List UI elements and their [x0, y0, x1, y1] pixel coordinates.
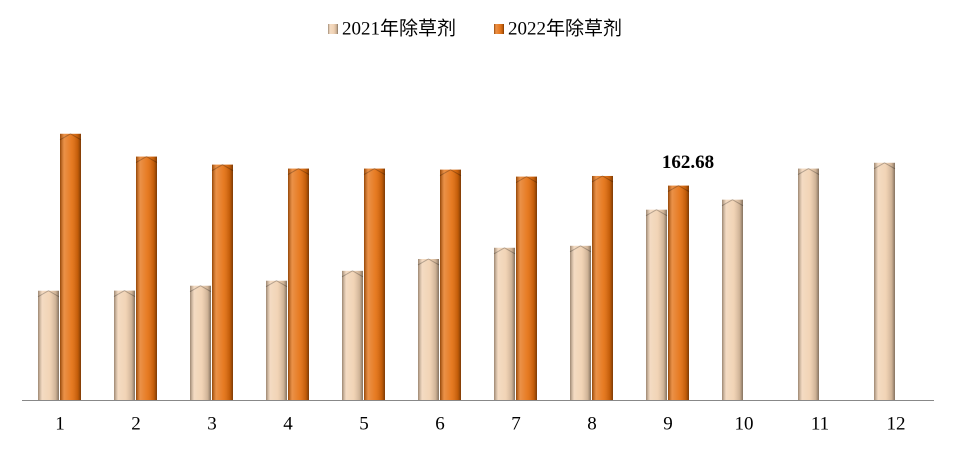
bar-shade	[212, 164, 233, 400]
bar-bevel	[211, 164, 234, 172]
x-tick-label: 8	[587, 413, 597, 434]
bar-bevel	[569, 245, 592, 253]
bar-bevel	[417, 258, 440, 266]
bar-shade	[570, 245, 591, 400]
x-tick-label: 12	[887, 413, 906, 434]
value-label: 162.68	[662, 152, 714, 173]
x-tick-label: 1	[55, 413, 65, 434]
x-tick-label: 6	[435, 413, 445, 434]
bar-shade	[342, 270, 363, 400]
bar-bevel	[439, 169, 462, 177]
bar-shade	[592, 175, 613, 400]
bar-shade	[798, 168, 819, 400]
bar-shade	[364, 168, 385, 400]
plot-area: 162.68	[37, 133, 896, 400]
bar-shade	[114, 290, 135, 400]
bar-bevel	[59, 133, 82, 141]
bar-shade	[874, 162, 895, 400]
bar-shade	[722, 199, 743, 400]
bar-bevel	[363, 168, 386, 176]
legend-text: 2022年除草剂	[508, 17, 622, 39]
bar-bevel	[873, 162, 896, 170]
x-tick-label: 2	[131, 413, 141, 434]
bar-bevel	[287, 168, 310, 176]
bar-shade	[266, 280, 287, 400]
bar-shade	[60, 133, 81, 400]
bar-shade	[190, 285, 211, 400]
bar-shade	[494, 247, 515, 400]
x-tick-label: 4	[283, 413, 293, 434]
bar-shade	[38, 290, 59, 400]
bar-shade	[646, 209, 667, 400]
bar-shade	[136, 156, 157, 400]
legend-swatch-shade	[328, 24, 338, 34]
bar-bevel	[591, 175, 614, 183]
bar-bevel	[721, 199, 744, 207]
bar-bevel	[797, 168, 820, 176]
legend-swatch-shade	[494, 24, 504, 34]
x-tick-label: 5	[359, 413, 369, 434]
bar-bevel	[341, 270, 364, 278]
x-tick-label: 10	[735, 413, 754, 434]
x-tick-label: 7	[511, 413, 521, 434]
legend: 2021年除草剂 2022年除草剂	[328, 17, 622, 39]
bar-bevel	[265, 280, 288, 288]
bar-bevel	[667, 185, 690, 193]
bar-bevel	[515, 176, 538, 184]
bar-bevel	[645, 209, 668, 217]
bar-shade	[516, 176, 537, 400]
bar-bevel	[135, 156, 158, 164]
bar-shade	[440, 169, 461, 400]
bar-shade	[288, 168, 309, 400]
bar-shade	[668, 185, 689, 400]
x-tick-label: 9	[663, 413, 673, 434]
legend-text: 2021年除草剂	[342, 17, 456, 39]
bar-bevel	[189, 285, 212, 293]
x-tick-label: 11	[811, 413, 829, 434]
x-tick-label: 3	[207, 413, 217, 434]
bar-shade	[418, 258, 439, 400]
bar-bevel	[493, 247, 516, 255]
bar-bevel	[37, 290, 60, 298]
bar-bevel	[113, 290, 136, 298]
